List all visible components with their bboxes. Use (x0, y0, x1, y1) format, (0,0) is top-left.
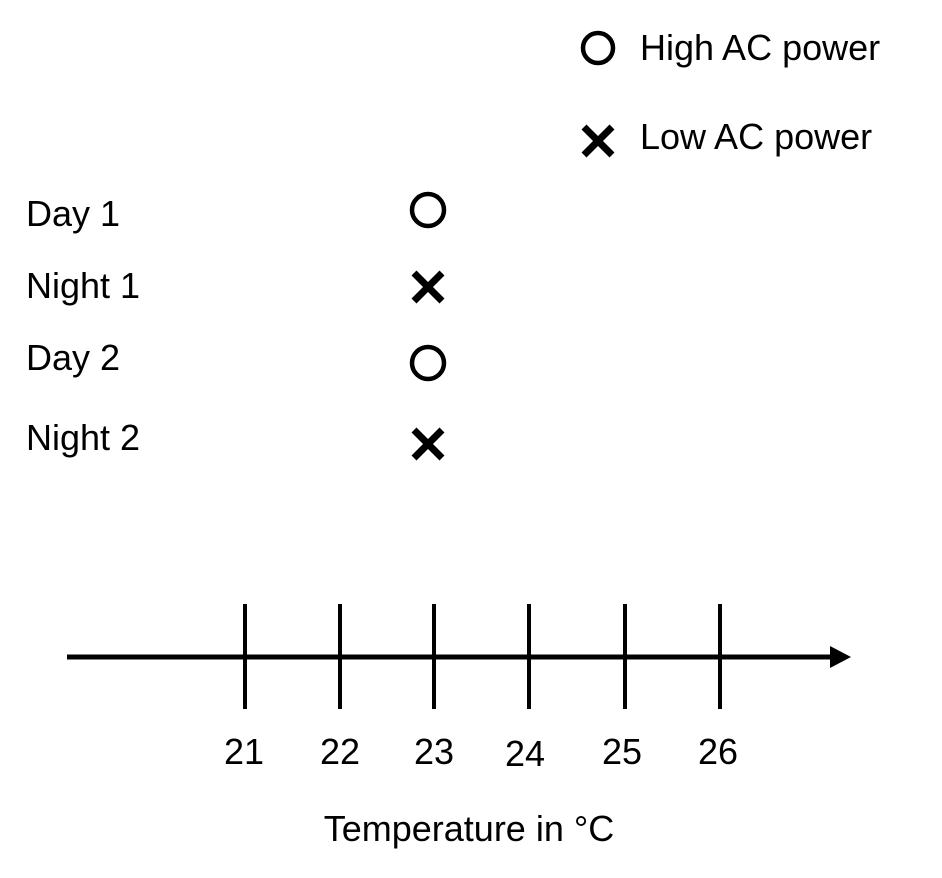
row-labels: Day 1 Night 1 Day 2 Night 2 (26, 193, 140, 458)
tick-label-26: 26 (698, 731, 738, 772)
tick-label-25: 25 (602, 731, 642, 772)
axis-arrowhead (830, 646, 851, 668)
marker-day-2 (409, 344, 447, 382)
tick-label-24: 24 (505, 733, 545, 774)
axis-title: Temperature in °C (324, 808, 615, 849)
temperature-axis: 21 22 23 24 25 26 Temperature in °C (67, 604, 851, 849)
tick-label-22: 22 (320, 731, 360, 772)
marker-night-2 (411, 427, 445, 461)
legend: High AC power Low AC power (580, 27, 880, 158)
legend-label-low: Low AC power (640, 116, 872, 157)
legend-cross-marker (581, 124, 615, 158)
marker-night-1 (411, 270, 445, 304)
tick-label-21: 21 (224, 731, 264, 772)
row-label-night-1: Night 1 (26, 265, 140, 306)
tick-label-23: 23 (414, 731, 454, 772)
marker-day-1 (409, 191, 447, 229)
legend-circle-marker (580, 30, 616, 66)
row-label-night-2: Night 2 (26, 417, 140, 458)
row-markers (409, 191, 447, 461)
legend-label-high: High AC power (640, 27, 880, 68)
row-label-day-1: Day 1 (26, 193, 120, 234)
row-label-day-2: Day 2 (26, 337, 120, 378)
